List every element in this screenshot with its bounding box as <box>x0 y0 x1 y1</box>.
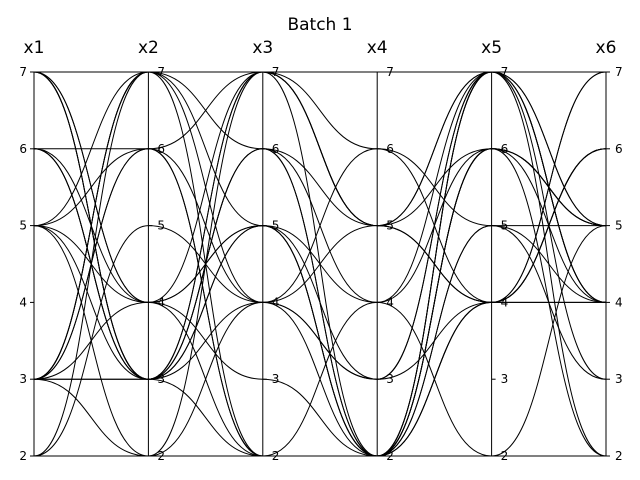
series-line-23 <box>34 148 607 380</box>
chart-title: Batch 1 <box>287 15 352 35</box>
tick-label-x3-6: 6 <box>272 142 280 156</box>
tick-label-x6-7: 7 <box>615 65 623 79</box>
tick-label-x1-3: 3 <box>19 372 27 386</box>
tick-label-x4-6: 6 <box>386 142 394 156</box>
series-line-18 <box>33 71 607 457</box>
tick-label-x3-5: 5 <box>272 219 280 233</box>
tick-label-x4-2: 2 <box>386 449 394 463</box>
axis-label-x6: x6 <box>596 38 617 58</box>
tick-label-x6-3: 3 <box>615 372 623 386</box>
tick-label-x1-7: 7 <box>19 65 27 79</box>
axes: x1 2 3 4 5 6 7 x2 2 3 4 5 6 7 x3 2 3 4 5 6 7 x4 2 3 4 5 6 7 x5 2 3 4 5 6 7… <box>19 38 622 463</box>
tick-label-x3-4: 4 <box>272 295 280 309</box>
tick-label-x2-3: 3 <box>157 372 165 386</box>
tick-label-x6-4: 4 <box>615 295 623 309</box>
tick-label-x5-4: 4 <box>501 295 509 309</box>
tick-label-x2-7: 7 <box>157 65 165 79</box>
tick-label-x5-2: 2 <box>501 449 509 463</box>
tick-label-x2-4: 4 <box>157 295 165 309</box>
tick-label-x1-4: 4 <box>19 295 27 309</box>
tick-label-x6-5: 5 <box>615 219 623 233</box>
tick-label-x5-3: 3 <box>501 372 509 386</box>
tick-label-x4-5: 5 <box>386 219 394 233</box>
series-line-26 <box>33 71 607 457</box>
tick-label-x4-7: 7 <box>386 65 394 79</box>
tick-label-x4-4: 4 <box>386 295 394 309</box>
tick-label-x2-5: 5 <box>157 219 165 233</box>
axis-label-x5: x5 <box>481 38 502 58</box>
series-line-24 <box>33 71 607 457</box>
axis-label-x2: x2 <box>138 38 159 58</box>
polylines <box>33 71 607 457</box>
tick-label-x2-6: 6 <box>157 142 165 156</box>
tick-label-x1-2: 2 <box>19 449 27 463</box>
axis-label-x3: x3 <box>252 38 273 58</box>
tick-label-x3-2: 2 <box>272 449 280 463</box>
series-line-21 <box>33 71 607 457</box>
tick-label-x4-3: 3 <box>386 372 394 386</box>
tick-label-x1-5: 5 <box>19 219 27 233</box>
tick-label-x5-6: 6 <box>501 142 509 156</box>
axis-label-x4: x4 <box>367 38 388 58</box>
tick-label-x3-7: 7 <box>272 65 280 79</box>
axis-label-x1: x1 <box>24 38 45 58</box>
series-line-22 <box>33 148 607 457</box>
tick-label-x1-6: 6 <box>19 142 27 156</box>
tick-label-x6-2: 2 <box>615 449 623 463</box>
tick-label-x6-6: 6 <box>615 142 623 156</box>
tick-label-x2-2: 2 <box>157 449 165 463</box>
tick-label-x5-7: 7 <box>501 65 509 79</box>
tick-label-x5-5: 5 <box>501 219 509 233</box>
tick-label-x3-3: 3 <box>272 372 280 386</box>
